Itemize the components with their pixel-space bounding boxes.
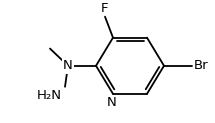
- Text: H₂N: H₂N: [37, 89, 62, 102]
- Text: N: N: [63, 59, 73, 72]
- Text: N: N: [107, 96, 117, 109]
- Text: Br: Br: [194, 59, 209, 72]
- Text: F: F: [100, 2, 108, 15]
